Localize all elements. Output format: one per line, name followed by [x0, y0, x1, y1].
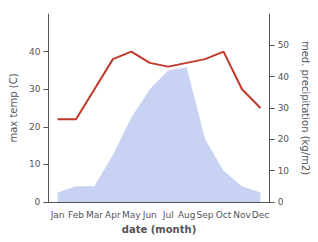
- svg-text:Feb: Feb: [68, 210, 84, 220]
- svg-text:Mar: Mar: [86, 210, 103, 220]
- svg-text:40: 40: [278, 72, 290, 82]
- svg-text:50: 50: [278, 40, 290, 50]
- svg-text:30: 30: [29, 84, 41, 94]
- svg-text:30: 30: [278, 103, 290, 113]
- svg-text:0: 0: [35, 197, 41, 207]
- svg-text:10: 10: [29, 159, 41, 169]
- svg-text:Apr: Apr: [105, 210, 121, 220]
- svg-text:Oct: Oct: [216, 210, 232, 220]
- svg-text:40: 40: [29, 47, 41, 57]
- svg-text:Dec: Dec: [252, 210, 269, 220]
- svg-text:Aug: Aug: [178, 210, 196, 220]
- svg-text:20: 20: [29, 122, 41, 132]
- svg-text:Nov: Nov: [233, 210, 251, 220]
- svg-text:Jun: Jun: [142, 210, 157, 220]
- svg-text:May: May: [122, 210, 141, 220]
- svg-text:Sep: Sep: [197, 210, 214, 220]
- svg-text:Jul: Jul: [162, 210, 174, 220]
- svg-text:20: 20: [278, 134, 290, 144]
- svg-text:Jan: Jan: [50, 210, 65, 220]
- svg-text:med. precipitation (kg/m2): med. precipitation (kg/m2): [300, 41, 311, 175]
- svg-text:date (month): date (month): [122, 224, 196, 235]
- svg-text:0: 0: [278, 197, 284, 207]
- svg-text:max temp (C): max temp (C): [8, 73, 19, 142]
- svg-text:10: 10: [278, 166, 290, 176]
